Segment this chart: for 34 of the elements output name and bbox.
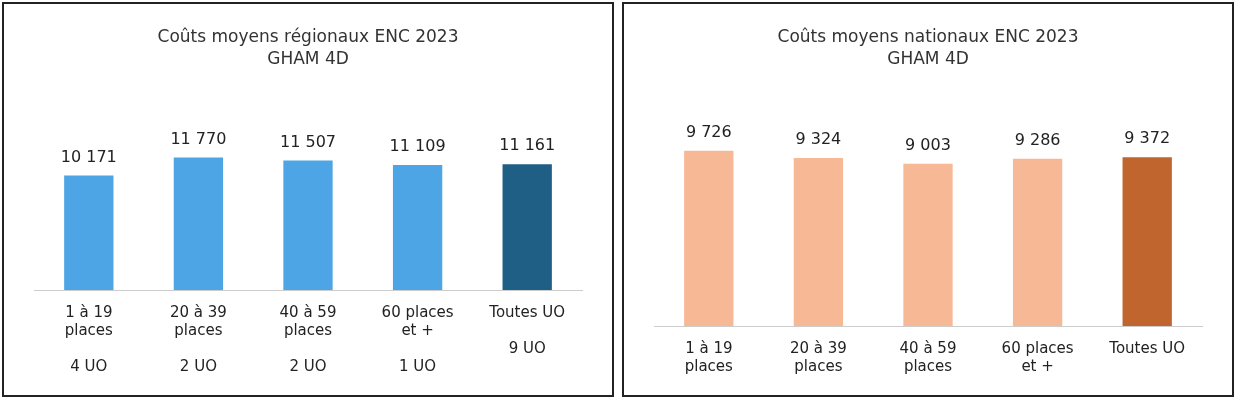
- category-label: 1 à 19 places 4 UO: [64, 302, 113, 375]
- bar: [502, 164, 552, 290]
- x-tick-label: 60 places et +: [1001, 338, 1074, 375]
- category-label: 60 places et + 1 UO: [381, 302, 454, 375]
- data-label: 11 109: [389, 136, 446, 156]
- x-tick-label: Toutes UO: [1108, 338, 1186, 357]
- data-label: 9 286: [1014, 129, 1061, 149]
- category-label: 40 à 59 places 2 UO: [279, 302, 337, 375]
- category-label: 20 à 39 places 2 UO: [169, 302, 227, 375]
- data-label: 9 003: [905, 134, 951, 154]
- x-tick-label: 40 à 59 places: [899, 338, 957, 375]
- data-label: 10 171: [60, 146, 117, 166]
- bar: [64, 175, 114, 290]
- bar: [283, 160, 333, 290]
- bar: [684, 150, 734, 326]
- chart-title: Coûts moyens régionaux ENC 2023: [157, 25, 459, 46]
- bar: [173, 157, 224, 290]
- x-tick-label: 20 à 39 places: [789, 338, 847, 375]
- bar: [793, 158, 844, 326]
- data-label: 11 770: [170, 128, 227, 148]
- chart-subtitle: GHAM 4D: [887, 48, 969, 69]
- category-label: Toutes UO 9 UO: [489, 302, 566, 357]
- bar: [392, 164, 443, 290]
- data-label: 11 507: [280, 131, 336, 151]
- chart-title: Coûts moyens nationaux ENC 2023: [777, 25, 1079, 46]
- data-label: 9 324: [795, 129, 842, 149]
- data-label: 9 372: [1124, 128, 1171, 148]
- bar: [903, 163, 953, 326]
- data-label: 9 726: [685, 121, 732, 141]
- data-label: 11 161: [499, 135, 556, 155]
- bar: [1012, 158, 1063, 326]
- bar: [1122, 157, 1172, 326]
- chart-subtitle: GHAM 4D: [267, 48, 349, 69]
- x-tick-label: 1 à 19 places: [684, 338, 734, 375]
